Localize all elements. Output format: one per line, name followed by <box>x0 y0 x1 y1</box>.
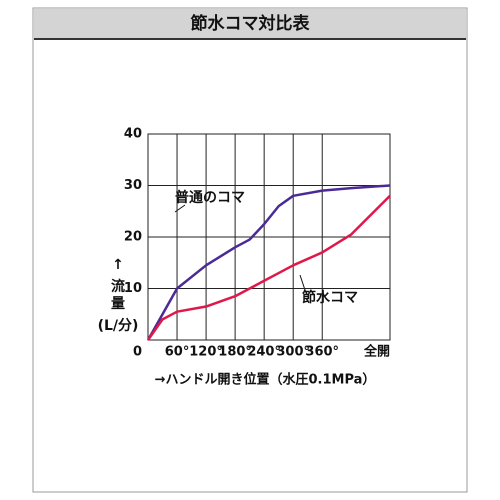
series-label: 普通のコマ <box>175 189 245 206</box>
title-bar <box>34 9 466 38</box>
leader-line <box>299 274 306 291</box>
x-tick-label: 60° <box>165 345 190 360</box>
y-tick-label: 0 <box>133 345 142 360</box>
series-line <box>146 184 391 341</box>
x-tick-label: 180° <box>218 345 252 360</box>
x-tick-label: 300° <box>276 345 310 360</box>
frame <box>32 7 468 493</box>
x-axis-label: →ハンドル開き位置（水圧0.1MPa） <box>155 372 376 388</box>
y-axis-label: 量 <box>111 296 125 312</box>
chart-title: 節水コマ対比表 <box>190 13 311 34</box>
y-axis-label: 流 <box>111 278 125 295</box>
y-axis-label: ↑ <box>112 257 124 273</box>
x-tick-label: 240° <box>247 345 281 360</box>
y-tick-label: 10 <box>124 281 142 296</box>
y-tick-label: 40 <box>124 127 142 142</box>
series-label: 節水コマ <box>302 289 358 306</box>
x-tick-label: 120° <box>189 345 223 360</box>
y-tick-label: 30 <box>124 178 142 193</box>
series-line <box>146 194 391 341</box>
y-tick-label: 20 <box>124 230 142 245</box>
x-tick-label: 全開 <box>363 344 390 360</box>
y-axis-label: (L/分) <box>98 318 139 334</box>
x-tick-label: 360° <box>305 345 339 360</box>
